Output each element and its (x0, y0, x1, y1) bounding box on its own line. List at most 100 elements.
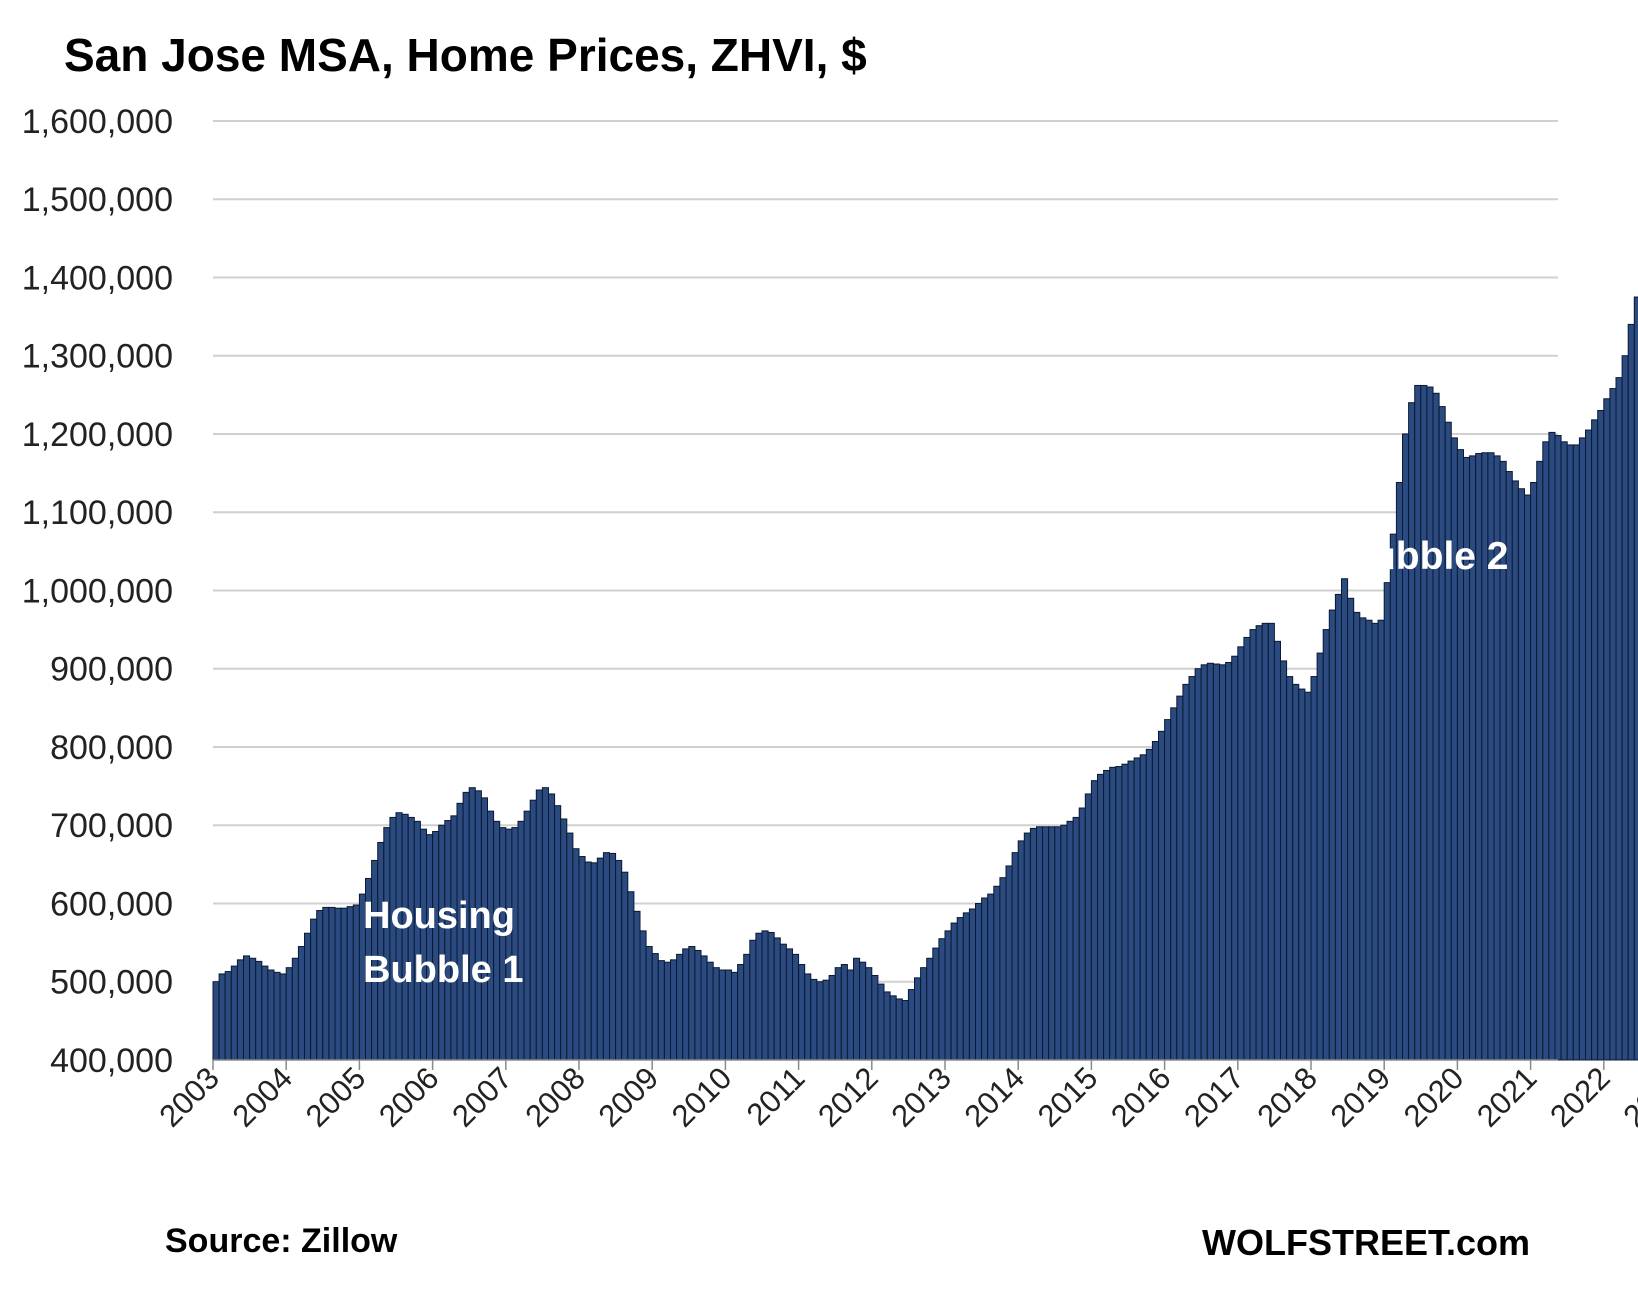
bar (493, 820, 501, 1061)
bar (432, 831, 440, 1061)
bar (743, 953, 751, 1061)
x-tick-label: 2014 (958, 1060, 1032, 1134)
bar (968, 908, 977, 1061)
bar (1383, 582, 1391, 1061)
bar (633, 910, 641, 1061)
bar (1334, 593, 1343, 1061)
x-tick-label: 2009 (592, 1060, 666, 1134)
bar (535, 789, 543, 1061)
bar (1511, 480, 1519, 1061)
bar (859, 961, 867, 1061)
x-tick-label: 2011 (740, 1060, 812, 1132)
bar (1292, 683, 1300, 1061)
bar (816, 981, 824, 1061)
y-tick-label: 1,400,000 (22, 259, 173, 297)
y-tick-label: 1,200,000 (22, 416, 173, 454)
bar (621, 871, 629, 1061)
bar (950, 922, 958, 1061)
x-tick-label: 2016 (1104, 1060, 1178, 1134)
bar (1524, 494, 1532, 1061)
bar (352, 904, 360, 1061)
x-tick-label: 2023 (1616, 1060, 1638, 1134)
bar (1206, 662, 1214, 1061)
bar (1145, 748, 1153, 1061)
y-tick-label: 1,100,000 (22, 494, 173, 532)
bar (1426, 386, 1434, 1061)
bar (1115, 766, 1123, 1061)
y-tick-label: 1,300,000 (22, 338, 173, 376)
bar (554, 805, 562, 1061)
bar (1225, 661, 1233, 1061)
bar (993, 885, 1001, 1061)
bar (1304, 691, 1312, 1061)
bar (236, 959, 244, 1061)
y-tick-label: 700,000 (50, 807, 173, 845)
bar (627, 891, 635, 1061)
bar (1536, 460, 1544, 1061)
bar (1066, 820, 1074, 1061)
bar (1090, 780, 1099, 1061)
bar (389, 816, 397, 1061)
bar (1408, 402, 1416, 1061)
bar (1377, 619, 1385, 1061)
bar (285, 967, 293, 1061)
bar (670, 959, 678, 1061)
x-tick-label: 2022 (1543, 1060, 1617, 1134)
bar (877, 983, 885, 1061)
bar (981, 897, 989, 1061)
bar (828, 974, 836, 1061)
bar (761, 930, 769, 1061)
bar (1621, 355, 1629, 1061)
bar (737, 964, 745, 1061)
chart-title: San Jose MSA, Home Prices, ZHVI, $ (64, 29, 867, 81)
bar (645, 946, 653, 1061)
bar (901, 1000, 909, 1061)
bar (1212, 663, 1221, 1061)
x-tick-label: 2015 (1031, 1060, 1105, 1134)
bar (926, 957, 934, 1061)
bar (1402, 433, 1410, 1061)
bar (609, 852, 617, 1061)
bar (419, 828, 427, 1061)
x-tick-label: 2005 (299, 1060, 373, 1134)
bar (956, 917, 964, 1061)
bar (267, 969, 275, 1061)
bar (584, 861, 592, 1061)
bar (1517, 488, 1526, 1061)
y-axis-tick-labels: 400,000 500,000 600,000 700,000 800,000 900,0… (22, 103, 173, 1080)
bar (322, 906, 330, 1061)
bar (572, 848, 580, 1061)
x-tick-label: 2013 (884, 1060, 958, 1134)
bar (1109, 766, 1117, 1061)
bar (1273, 640, 1282, 1061)
bar (1432, 392, 1440, 1061)
bar (1200, 664, 1208, 1061)
x-tick-label: 2010 (665, 1060, 739, 1134)
bar (1359, 617, 1367, 1061)
bar (310, 918, 318, 1061)
bar (273, 971, 281, 1061)
bar (413, 820, 421, 1061)
bar (401, 813, 409, 1061)
bar (560, 818, 568, 1061)
bar (1591, 419, 1599, 1061)
annotations: Housing Bubble 1 Housing Bubble 2 (363, 535, 1509, 991)
bar (1194, 668, 1202, 1061)
bar (1084, 793, 1092, 1061)
bar (1353, 611, 1361, 1061)
bar (871, 974, 879, 1061)
bar (1341, 578, 1349, 1061)
y-tick-label: 900,000 (50, 651, 173, 689)
x-tick-label: 2020 (1397, 1060, 1471, 1134)
bar (883, 991, 891, 1061)
bar (1414, 384, 1422, 1061)
bar (279, 973, 287, 1061)
bar (1011, 852, 1019, 1061)
bar (212, 981, 220, 1061)
bar (426, 834, 434, 1061)
bar (1450, 437, 1458, 1061)
bar (920, 967, 928, 1061)
y-tick-label: 500,000 (50, 964, 173, 1002)
bar (407, 816, 415, 1061)
